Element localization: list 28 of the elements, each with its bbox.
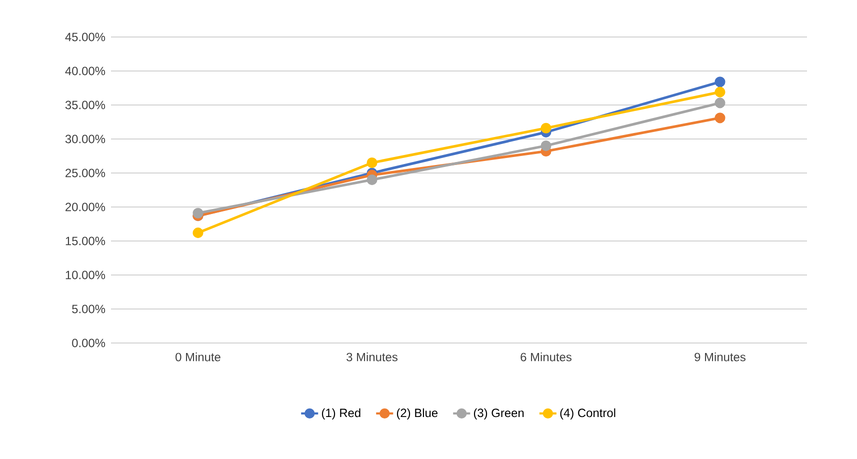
y-tick-label: 15.00%: [66, 236, 106, 246]
point: [192, 208, 204, 218]
legend-label: (1) Red: [322, 408, 360, 420]
x-tick-label: 6 Minutes: [520, 352, 572, 362]
y-tick-label: 10.00%: [66, 270, 106, 280]
point: [192, 228, 204, 238]
x-tick-label: 3 Minutes: [346, 352, 398, 362]
point: [714, 98, 726, 108]
legend-label: (3) Green: [474, 408, 524, 420]
point: [714, 112, 726, 124]
point: [540, 122, 552, 134]
x-tick-label: 9 Minutes: [694, 352, 746, 362]
y-tick-label: 5.00%: [72, 304, 106, 314]
point: [714, 86, 726, 98]
y-tick-label: 0.00%: [72, 338, 106, 348]
y-tick-label: 25.00%: [66, 168, 106, 178]
y-tick-label: 45.00%: [65, 32, 106, 42]
point: [714, 76, 726, 88]
point: [366, 158, 378, 168]
y-tick-label: 40.00%: [65, 66, 106, 76]
y-tick-label: 30.00%: [65, 134, 106, 144]
point: [366, 174, 378, 186]
x-tick-label: 0 Minute: [176, 352, 220, 362]
point: [540, 140, 552, 152]
y-tick-label: 20.00%: [66, 202, 106, 212]
legend-label: (2) Blue: [396, 408, 438, 420]
y-tick-label: 35.00%: [65, 100, 106, 110]
legend-label: (4) Control: [560, 408, 616, 420]
